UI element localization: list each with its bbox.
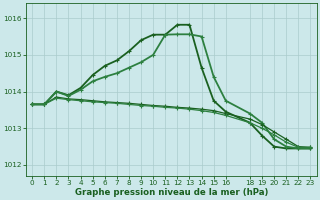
X-axis label: Graphe pression niveau de la mer (hPa): Graphe pression niveau de la mer (hPa) <box>75 188 268 197</box>
